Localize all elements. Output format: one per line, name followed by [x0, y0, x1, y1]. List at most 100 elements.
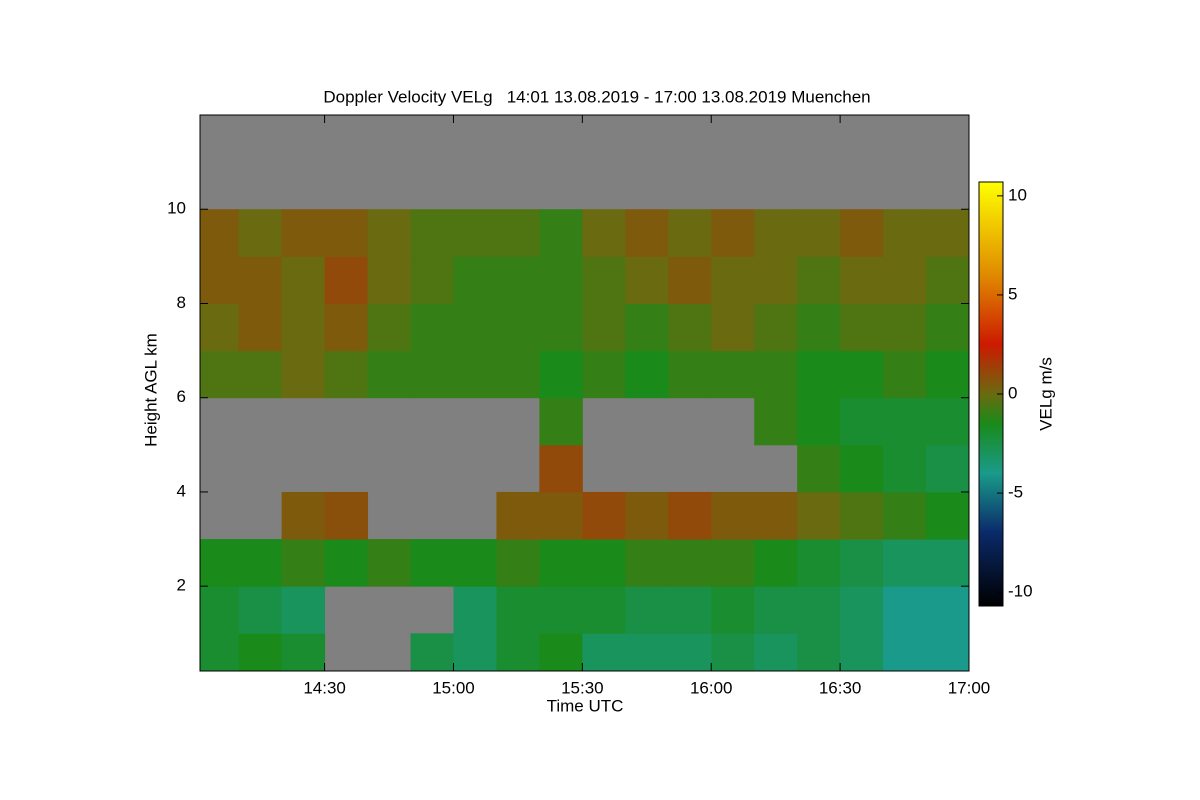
- cell: [926, 539, 970, 587]
- cell: [883, 444, 927, 493]
- cell: [840, 397, 884, 446]
- cell: [883, 303, 927, 352]
- cell: [367, 350, 412, 399]
- y-tick-label: 8: [177, 293, 186, 312]
- cell: [410, 350, 454, 399]
- cell: [625, 350, 669, 399]
- cell: [582, 491, 626, 540]
- cell: [582, 209, 626, 257]
- cell: [539, 444, 583, 493]
- cell: [539, 256, 583, 304]
- cell: [496, 209, 540, 257]
- x-axis-label: Time UTC: [547, 696, 624, 715]
- cell: [539, 539, 583, 587]
- cell: [840, 256, 884, 304]
- cell: [840, 444, 884, 493]
- cell: [539, 350, 583, 399]
- cell: [582, 539, 626, 587]
- cell: [797, 444, 841, 493]
- cell: [883, 586, 927, 634]
- y-tick-label: 6: [177, 387, 186, 406]
- cell: [496, 539, 540, 587]
- cell: [754, 491, 798, 540]
- cell: [324, 539, 369, 587]
- cell: [200, 539, 240, 587]
- cell: [883, 350, 927, 399]
- cell: [539, 303, 583, 352]
- cell: [711, 256, 755, 304]
- cell: [754, 539, 798, 587]
- cell: [200, 633, 240, 672]
- cell: [200, 256, 240, 304]
- cell: [496, 256, 540, 304]
- cell: [200, 303, 240, 352]
- cell: [238, 209, 283, 257]
- cell: [711, 633, 755, 672]
- chart-title: Doppler Velocity VELg 14:01 13.08.2019 -…: [323, 87, 870, 106]
- cell: [496, 586, 540, 634]
- cell: [281, 539, 326, 587]
- cell: [539, 209, 583, 257]
- cell: [668, 586, 712, 634]
- cell: [926, 350, 970, 399]
- cell: [797, 209, 841, 257]
- cell: [496, 350, 540, 399]
- cell: [840, 633, 884, 672]
- y-tick-label: 10: [167, 199, 186, 218]
- cell: [797, 350, 841, 399]
- cell: [496, 633, 540, 672]
- cell: [238, 539, 283, 587]
- cell: [926, 633, 970, 672]
- cell: [410, 303, 454, 352]
- cell: [496, 491, 540, 540]
- cell: [410, 539, 454, 587]
- cell: [582, 256, 626, 304]
- cell: [453, 350, 497, 399]
- cell: [582, 303, 626, 352]
- cell: [797, 491, 841, 540]
- cell: [625, 209, 669, 257]
- cell: [367, 303, 412, 352]
- cell: [281, 491, 326, 540]
- cell: [453, 586, 497, 634]
- cell: [410, 256, 454, 304]
- cell: [582, 633, 626, 672]
- cell: [668, 491, 712, 540]
- cell: [926, 303, 970, 352]
- cell: [539, 491, 583, 540]
- cell: [754, 350, 798, 399]
- x-tick-label: 16:00: [690, 678, 733, 697]
- cell: [926, 397, 970, 446]
- cell: [453, 539, 497, 587]
- cell: [711, 491, 755, 540]
- cell: [281, 350, 326, 399]
- x-tick-label: 15:30: [561, 678, 604, 697]
- cell: [238, 350, 283, 399]
- cell: [200, 586, 240, 634]
- cell: [539, 586, 583, 634]
- colorbar-tick-label: 0: [1008, 383, 1017, 402]
- cell: [200, 209, 240, 257]
- cell: [281, 633, 326, 672]
- cell: [668, 303, 712, 352]
- plot-frame: [199, 114, 970, 672]
- cell: [754, 586, 798, 634]
- cell: [840, 539, 884, 587]
- cell: [754, 633, 798, 672]
- cell: [238, 256, 283, 304]
- cell: [625, 633, 669, 672]
- x-tick-label: 14:30: [303, 678, 346, 697]
- cell: [840, 491, 884, 540]
- cell: [625, 586, 669, 634]
- cell: [883, 209, 927, 257]
- cell: [367, 209, 412, 257]
- cell: [668, 256, 712, 304]
- cell: [668, 350, 712, 399]
- cell: [926, 256, 970, 304]
- cell: [238, 633, 283, 672]
- cell: [754, 303, 798, 352]
- cell: [324, 491, 369, 540]
- cell: [668, 539, 712, 587]
- cell: [324, 209, 369, 257]
